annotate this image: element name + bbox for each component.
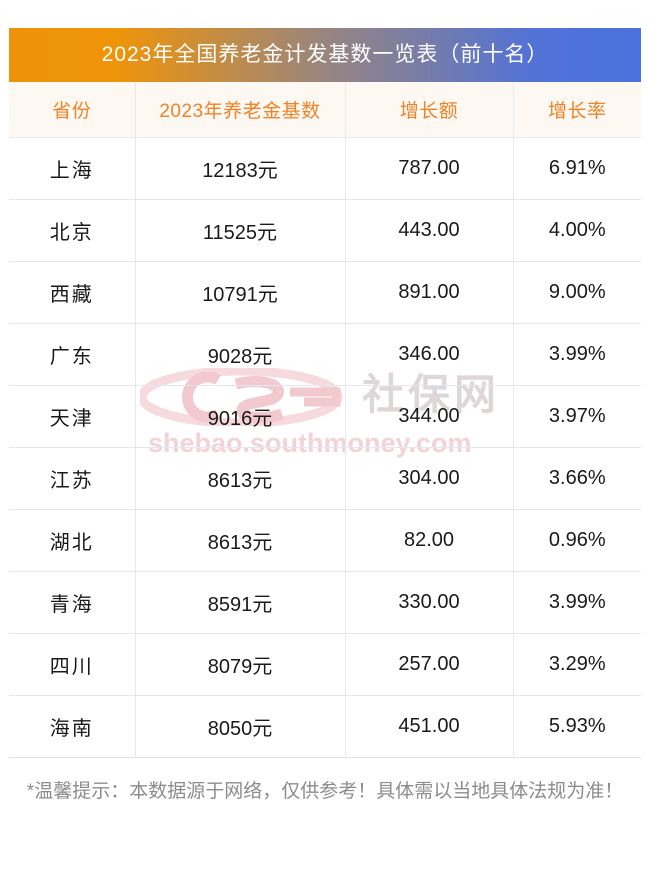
cell-growth: 257.00 (345, 633, 514, 696)
cell-province: 广东 (9, 323, 136, 386)
cell-growth: 304.00 (345, 447, 514, 510)
cell-province: 海南 (9, 695, 136, 758)
table-row: 西藏 10791元 891.00 9.00% (9, 261, 641, 324)
cell-rate: 3.99% (513, 571, 641, 634)
cell-province: 湖北 (9, 509, 136, 572)
cell-rate: 3.66% (513, 447, 641, 510)
cell-rate: 6.91% (513, 137, 641, 200)
cell-growth: 787.00 (345, 137, 514, 200)
table-container: 2023年全国养老金计发基数一览表（前十名） 省份 2023年养老金基数 增长额… (9, 28, 641, 758)
cell-rate: 4.00% (513, 199, 641, 262)
cell-province: 上海 (9, 137, 136, 200)
table-row: 青海 8591元 330.00 3.99% (9, 571, 641, 634)
cell-rate: 9.00% (513, 261, 641, 324)
cell-province: 青海 (9, 571, 136, 634)
cell-province: 北京 (9, 199, 136, 262)
table-row: 海南 8050元 451.00 5.93% (9, 695, 641, 758)
cell-growth: 82.00 (345, 509, 514, 572)
column-header-growth: 增长额 (345, 82, 514, 138)
cell-province: 江苏 (9, 447, 136, 510)
cell-base: 11525元 (135, 199, 346, 262)
cell-growth: 346.00 (345, 323, 514, 386)
cell-base: 8050元 (135, 695, 346, 758)
cell-rate: 3.99% (513, 323, 641, 386)
cell-base: 12183元 (135, 137, 346, 200)
table-row: 广东 9028元 346.00 3.99% (9, 323, 641, 386)
table-row: 上海 12183元 787.00 6.91% (9, 137, 641, 200)
table-row: 北京 11525元 443.00 4.00% (9, 199, 641, 262)
cell-base: 9016元 (135, 385, 346, 448)
table-row: 天津 9016元 344.00 3.97% (9, 385, 641, 448)
cell-rate: 0.96% (513, 509, 641, 572)
cell-base: 10791元 (135, 261, 346, 324)
cell-base: 8591元 (135, 571, 346, 634)
disclaimer-note: *温馨提示：本数据源于网络，仅供参考！具体需以当地具体法规为准！ (26, 781, 624, 802)
cell-base: 8079元 (135, 633, 346, 696)
table-row: 四川 8079元 257.00 3.29% (9, 633, 641, 696)
table-row: 江苏 8613元 304.00 3.66% (9, 447, 641, 510)
cell-province: 西藏 (9, 261, 136, 324)
cell-growth: 344.00 (345, 385, 514, 448)
column-header-rate: 增长率 (513, 82, 641, 138)
cell-growth: 443.00 (345, 199, 514, 262)
cell-base: 8613元 (135, 447, 346, 510)
cell-rate: 3.97% (513, 385, 641, 448)
cell-growth: 891.00 (345, 261, 514, 324)
cell-base: 8613元 (135, 509, 346, 572)
cell-base: 9028元 (135, 323, 346, 386)
cell-province: 四川 (9, 633, 136, 696)
cell-rate: 3.29% (513, 633, 641, 696)
cell-growth: 330.00 (345, 571, 514, 634)
cell-growth: 451.00 (345, 695, 514, 758)
pension-table: 省份 2023年养老金基数 增长额 增长率 上海 12183元 787.00 6… (9, 82, 641, 758)
table-header-row: 省份 2023年养老金基数 增长额 增长率 (9, 82, 641, 138)
cell-province: 天津 (9, 385, 136, 448)
table-row: 湖北 8613元 82.00 0.96% (9, 509, 641, 572)
table-title: 2023年全国养老金计发基数一览表（前十名） (9, 28, 641, 82)
cell-rate: 5.93% (513, 695, 641, 758)
column-header-province: 省份 (9, 82, 136, 138)
column-header-base: 2023年养老金基数 (135, 82, 346, 138)
